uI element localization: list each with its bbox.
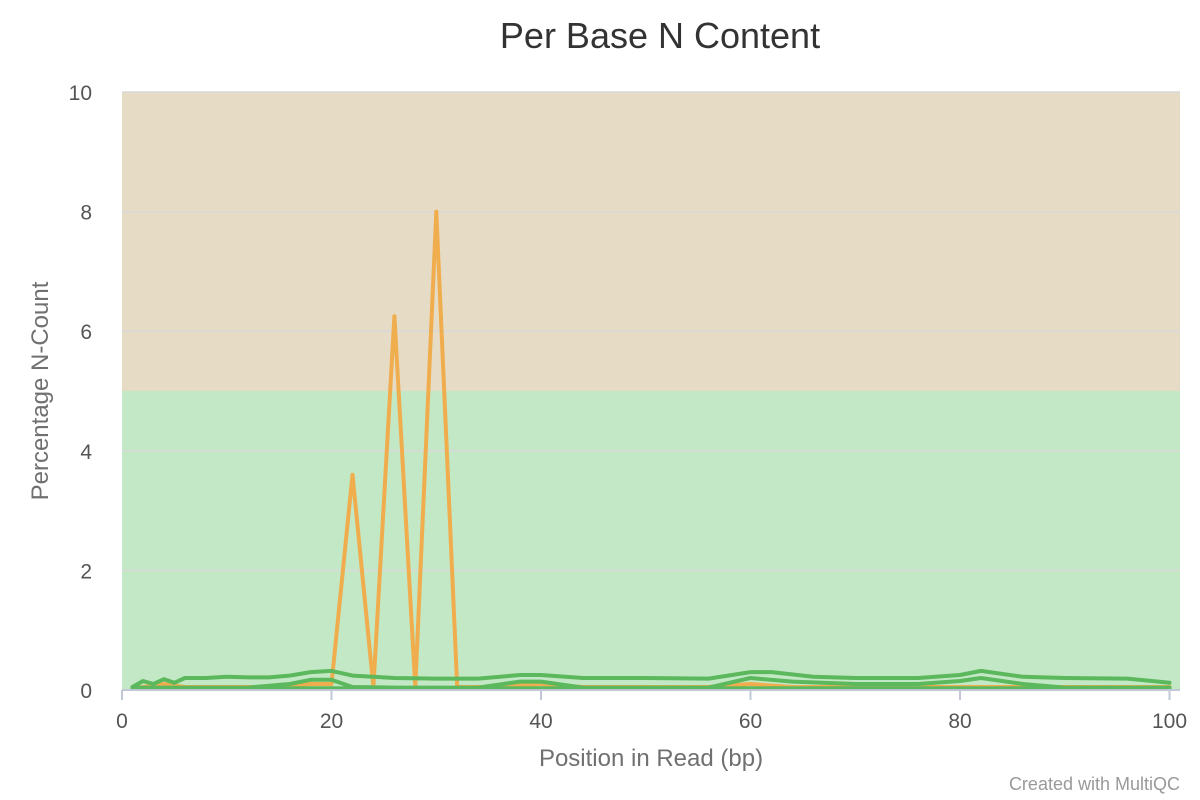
x-tick-label-5: 100 [1152, 710, 1187, 733]
y-tick-label-5: 10 [69, 82, 92, 105]
series-line-1 [130, 668, 1172, 689]
x-tick-label-1: 20 [320, 710, 343, 733]
x-tick-label-2: 40 [529, 710, 552, 733]
x-tick-labels: 0 20 40 60 80 100 [116, 710, 1187, 733]
series-line-2 [130, 676, 1172, 690]
grid-lines [122, 91, 1180, 572]
series-lines [130, 209, 1172, 691]
x-tick-label-4: 80 [948, 710, 971, 733]
background-band-1 [122, 92, 1180, 391]
y-tick-label-2: 4 [80, 441, 92, 464]
background-band-0 [122, 391, 1180, 690]
y-tick-label-1: 2 [80, 560, 92, 583]
chart-title: Per Base N Content [500, 15, 820, 56]
y-tick-label-3: 6 [80, 321, 92, 344]
background-bands [122, 92, 1180, 690]
y-tick-label-0: 0 [80, 680, 92, 703]
x-tick-label-3: 60 [739, 710, 762, 733]
y-tick-labels: 0 2 4 6 8 10 [69, 82, 93, 703]
credit-text: Created with MultiQC [1009, 774, 1180, 794]
x-axis-title: Position in Read (bp) [539, 745, 763, 772]
x-tick-label-0: 0 [116, 710, 128, 733]
y-axis-title: Percentage N-Count [27, 281, 54, 500]
y-tick-label-4: 8 [80, 202, 92, 225]
axes [121, 689, 1180, 700]
